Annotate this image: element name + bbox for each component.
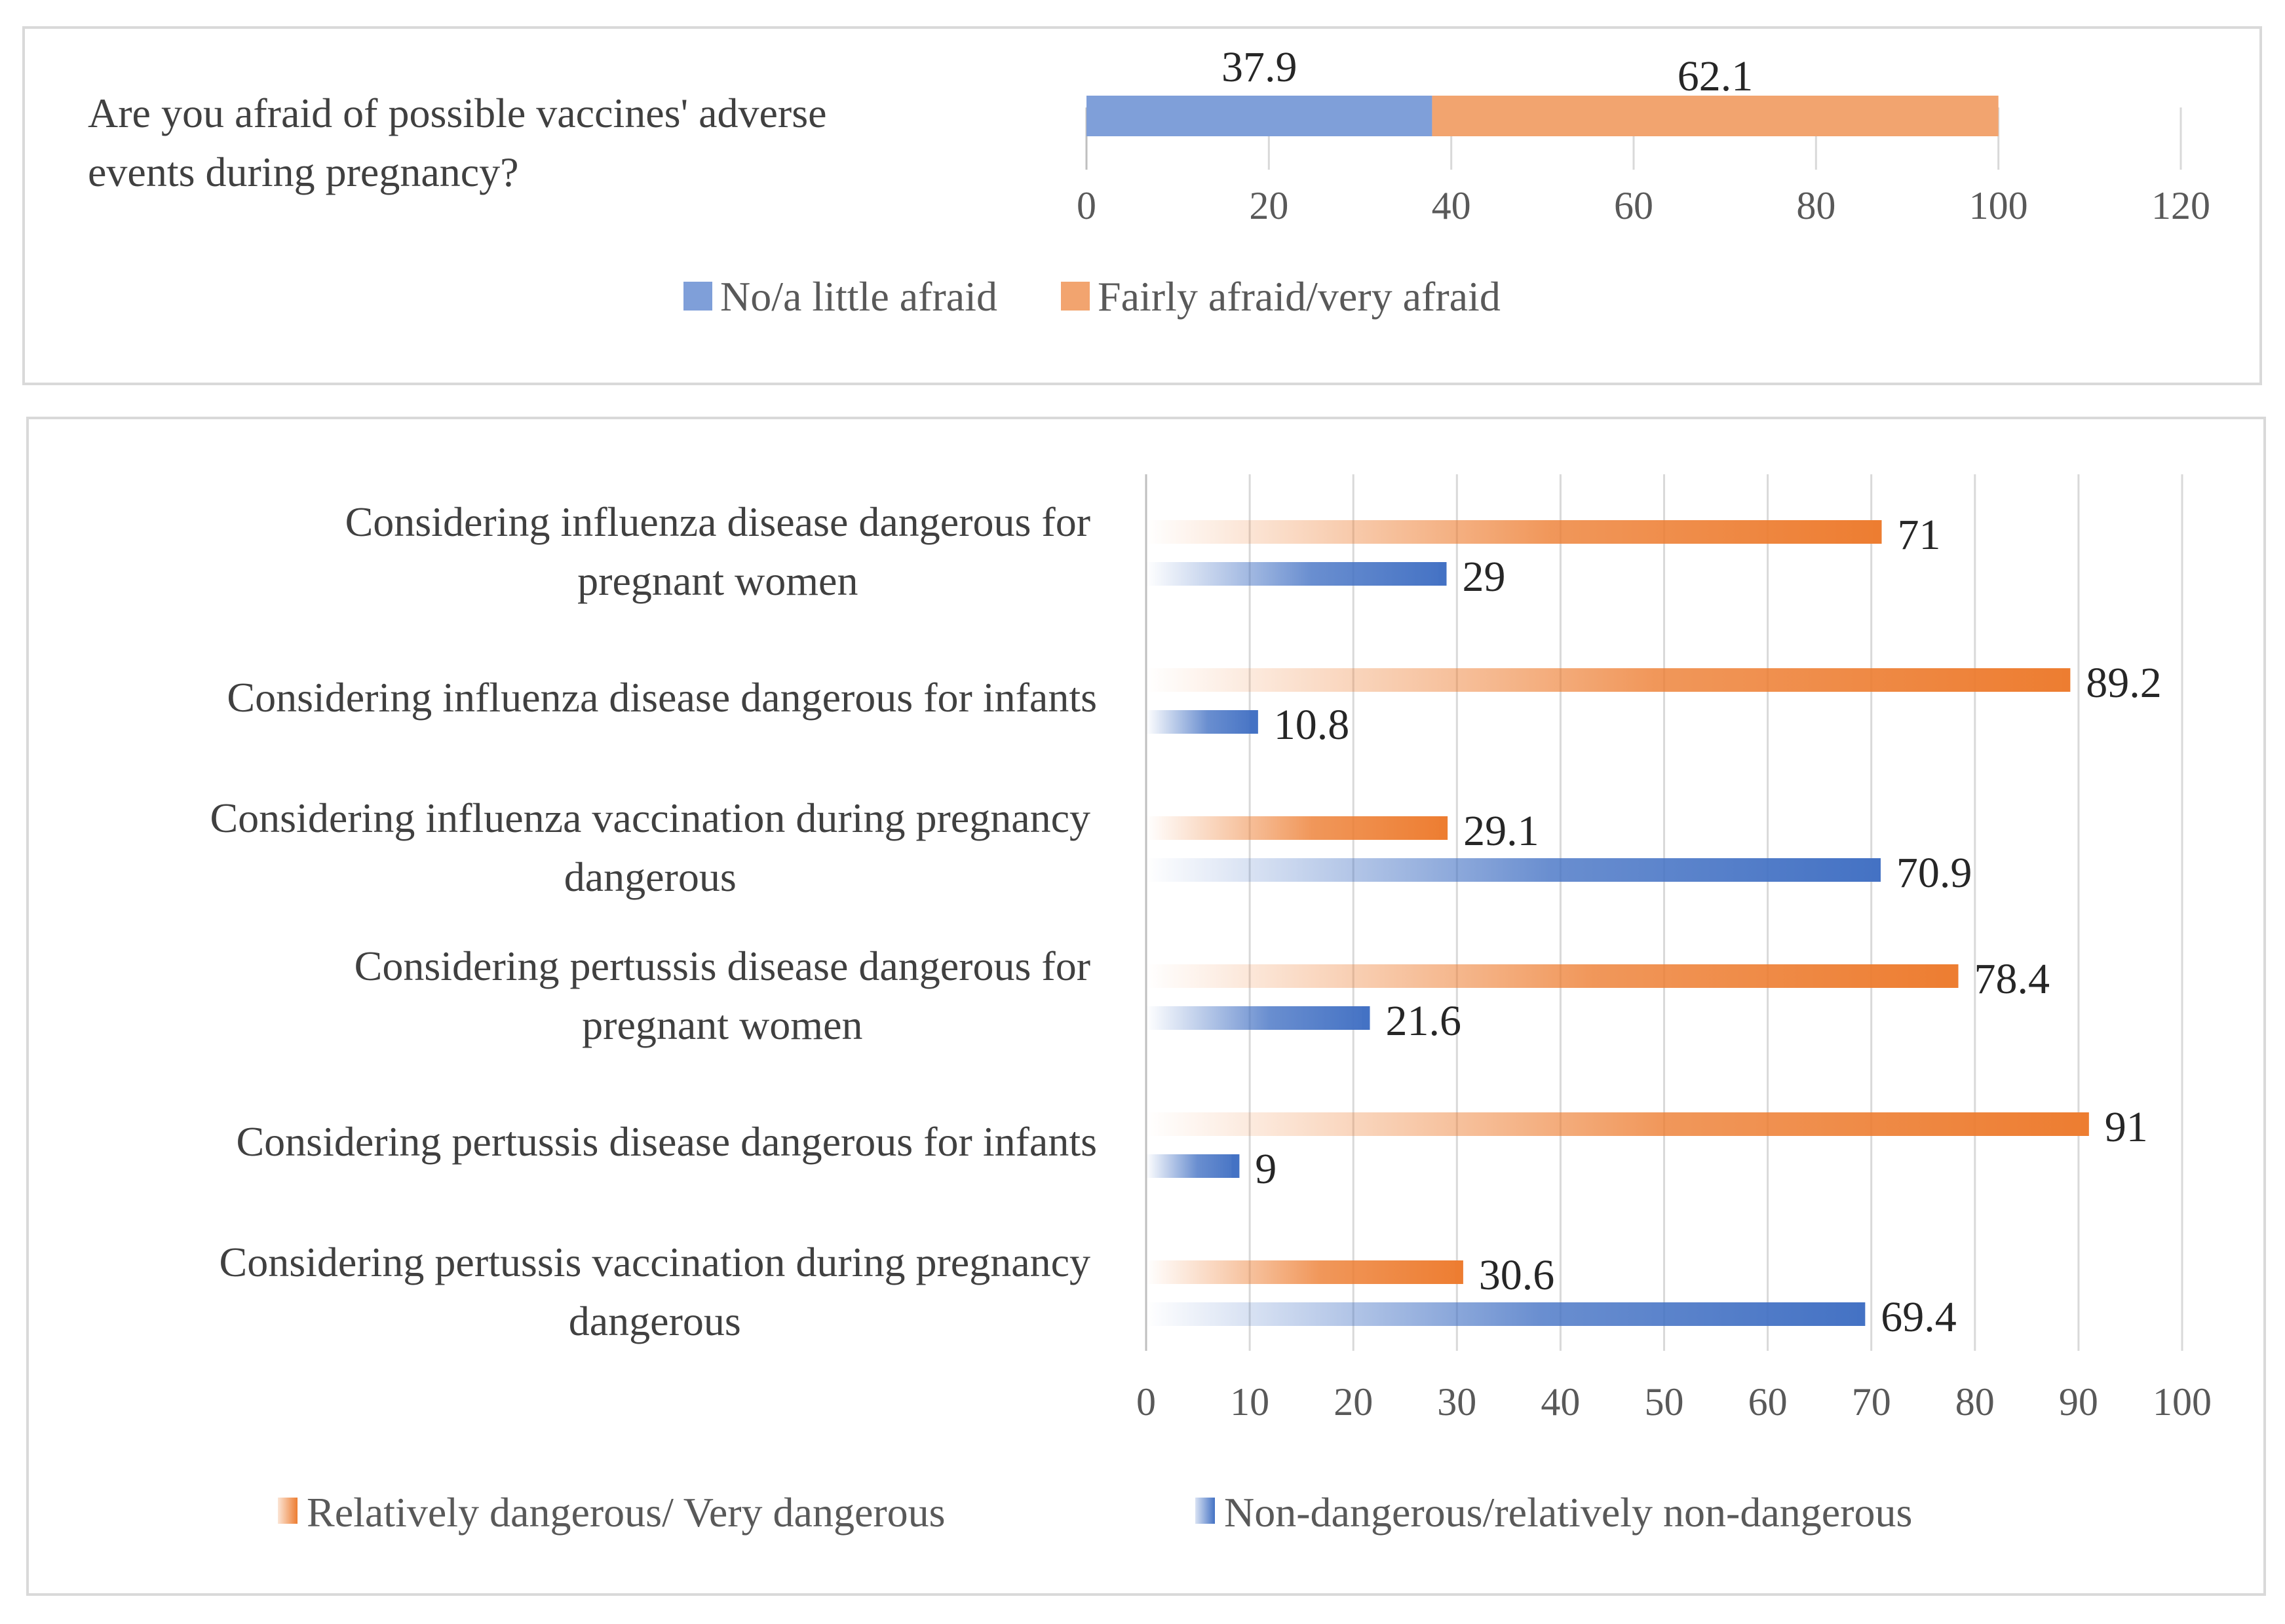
data-label: 78.4 [1974, 955, 2050, 1003]
bar-dangerous [1146, 964, 1959, 988]
x-tick-label: 90 [2059, 1380, 2098, 1424]
category-label: Considering influenza vaccination during… [210, 795, 1090, 900]
data-label: 30.6 [1479, 1251, 1555, 1299]
bar-dangerous [1146, 1112, 2089, 1136]
category-label-line: Considering pertussis disease dangerous … [236, 1118, 1097, 1165]
bar-non-dangerous-end [1872, 858, 1881, 882]
category-label: Considering influenza disease dangerous … [227, 674, 1097, 721]
bar-non-dangerous [1146, 1302, 1866, 1326]
category-label: Are you afraid of possible vaccines' adv… [88, 90, 827, 195]
bar-non-dangerous-end [1362, 1006, 1370, 1030]
category-label-line: events during pregnancy? [88, 149, 519, 195]
bar-dangerous-end [2062, 668, 2071, 692]
bar-dangerous [1146, 520, 1882, 544]
category-label-line: Considering influenza disease dangerous … [345, 499, 1090, 545]
bar-non-dangerous [1146, 1006, 1370, 1030]
x-tick-label: 40 [1541, 1380, 1580, 1424]
category-label: Considering pertussis vaccination during… [220, 1239, 1090, 1344]
bar-dangerous-end [2081, 1112, 2089, 1136]
x-tick-label: 100 [1969, 184, 2028, 227]
x-tick-label: 80 [1955, 1380, 1995, 1424]
bar-non-dangerous-end [1857, 1302, 1866, 1326]
category-label: Considering pertussis disease dangerous … [236, 1118, 1097, 1165]
data-label: 9 [1255, 1145, 1277, 1193]
x-tick-label: 60 [1748, 1380, 1788, 1424]
data-label: 70.9 [1896, 849, 1972, 897]
data-label: 21.6 [1385, 997, 1461, 1045]
category-label-line: pregnant women [577, 557, 858, 604]
bar-dangerous-end [1440, 816, 1448, 840]
category-label-line: dangerous [564, 854, 737, 900]
bar-non-dangerous [1146, 562, 1447, 586]
bar-not-afraid [1086, 96, 1432, 136]
legend-swatch [1195, 1498, 1215, 1524]
category-label-line: Considering pertussis vaccination during… [220, 1239, 1090, 1285]
x-tick-label: 30 [1437, 1380, 1476, 1424]
bar-non-dangerous-end [1250, 710, 1258, 734]
legend-label: Fairly afraid/very afraid [1098, 273, 1501, 320]
data-label: 37.9 [1221, 43, 1297, 91]
legend-swatch [683, 282, 712, 311]
legend-label: No/a little afraid [720, 273, 997, 320]
fear-adverse-events-chart: 0 20 40 60 80 100 120 Are you afraid of possibl… [88, 43, 2210, 320]
bar-dangerous-end [1950, 964, 1959, 988]
x-tick-label: 70 [1852, 1380, 1891, 1424]
bar-non-dangerous-end [1438, 562, 1447, 586]
x-tick-label: 40 [1432, 184, 1471, 227]
category-label: Considering pertussis disease dangerous … [355, 943, 1090, 1048]
category-label: Considering influenza disease dangerous … [345, 499, 1090, 604]
danger-perception-chart: 0 10 20 30 40 50 60 70 80 90 100 Considering influe… [210, 474, 2212, 1536]
legend-swatch [1061, 282, 1090, 311]
bar-dangerous-end [1455, 1260, 1463, 1284]
data-label: 91 [2105, 1103, 2148, 1151]
data-label: 29.1 [1463, 807, 1539, 855]
bar-non-dangerous [1146, 858, 1881, 882]
x-tick-label: 120 [2151, 184, 2210, 227]
legend-swatch [278, 1498, 298, 1524]
category-label-line: dangerous [569, 1298, 741, 1344]
category-label-line: pregnant women [582, 1002, 862, 1048]
x-tick-label: 10 [1230, 1380, 1269, 1424]
chart-panel-bottom: 0 10 20 30 40 50 60 70 80 90 100 Considering influe… [26, 417, 2266, 1596]
data-label: 89.2 [2086, 659, 2162, 707]
chart-panel-top: 0 20 40 60 80 100 120 Are you afraid of possibl… [22, 26, 2262, 385]
x-tick-label: 20 [1249, 184, 1288, 227]
data-label: 10.8 [1274, 701, 1350, 749]
bar-dangerous [1146, 1260, 1463, 1284]
data-label: 69.4 [1881, 1293, 1957, 1341]
x-tick-label: 20 [1334, 1380, 1373, 1424]
bar-non-dangerous-end [1231, 1154, 1240, 1178]
x-tick-label: 0 [1077, 184, 1096, 227]
bar-non-dangerous [1146, 1154, 1240, 1178]
x-tick-label: 100 [2153, 1380, 2212, 1424]
bar-non-dangerous [1146, 710, 1258, 734]
category-label-line: Are you afraid of possible vaccines' adv… [88, 90, 827, 136]
data-label: 29 [1462, 553, 1505, 601]
legend-label: Relatively dangerous/ Very dangerous [307, 1489, 946, 1536]
category-label-line: Considering influenza vaccination during… [210, 795, 1090, 841]
legend-label: Non-dangerous/relatively non-dangerous [1224, 1489, 1912, 1536]
data-label: 71 [1898, 511, 1941, 559]
x-tick-label: 60 [1614, 184, 1653, 227]
bar-dangerous-end [1873, 520, 1882, 544]
bar-dangerous [1146, 816, 1448, 840]
x-tick-label: 0 [1136, 1380, 1156, 1424]
x-tick-label: 50 [1645, 1380, 1684, 1424]
bar-dangerous [1146, 668, 2071, 692]
category-label-line: Considering pertussis disease dangerous … [355, 943, 1090, 989]
category-label-line: Considering influenza disease dangerous … [227, 674, 1097, 721]
data-label: 62.1 [1678, 52, 1754, 100]
x-tick-label: 80 [1796, 184, 1835, 227]
bar-afraid [1432, 96, 1999, 136]
